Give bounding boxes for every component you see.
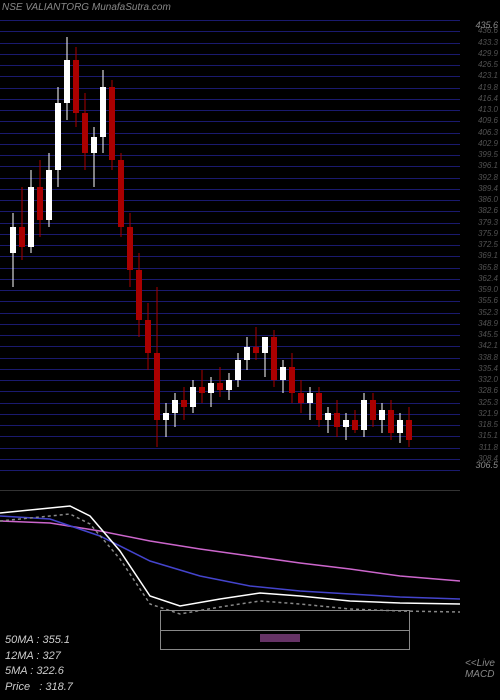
price-row: Price : 318.7: [5, 680, 73, 695]
price-label: 345.5: [478, 330, 498, 339]
price-label: 386.0: [478, 195, 498, 204]
ma12-row: 12MA : 327: [5, 649, 73, 664]
macd-line: [0, 516, 460, 599]
price-label: 396.1: [478, 161, 498, 170]
gridline: [0, 133, 460, 134]
price-label: 362.4: [478, 274, 498, 283]
price-label: 369.1: [478, 251, 498, 260]
price-label: 315.1: [478, 431, 498, 440]
gridline: [0, 43, 460, 44]
price-label: 359.0: [478, 285, 498, 294]
price-label: 419.8: [478, 83, 498, 92]
gridline: [0, 324, 460, 325]
gridline: [0, 234, 460, 235]
price-label: 423.1: [478, 71, 498, 80]
gridline: [0, 256, 460, 257]
price-label: 321.9: [478, 409, 498, 418]
ma5-label: 5MA: [5, 665, 27, 677]
gridline: [0, 155, 460, 156]
gridline: [0, 346, 460, 347]
ma50-label: 50MA: [5, 634, 33, 646]
price-label: 375.9: [478, 229, 498, 238]
ma12-label: 12MA: [5, 650, 33, 662]
price-label: 325.3: [478, 398, 498, 407]
price-value: 318.7: [45, 681, 73, 693]
price-label: 399.5: [478, 150, 498, 159]
ma50-row: 50MA : 355.1: [5, 633, 73, 648]
gridline: [0, 200, 460, 201]
price-axis-labels: 435.6436.6433.3429.9426.5423.1419.8416.4…: [460, 20, 500, 470]
gridline: [0, 290, 460, 291]
price-label: 355.6: [478, 296, 498, 305]
price-label: 306.5: [475, 460, 498, 470]
price-label: 328.6: [478, 386, 498, 395]
gridline: [0, 166, 460, 167]
price-label: 389.4: [478, 184, 498, 193]
gridline: [0, 391, 460, 392]
chart-header: NSE VALIANTORG MunafaSutra.com: [2, 2, 171, 13]
price-label: 342.1: [478, 341, 498, 350]
gridline: [0, 110, 460, 111]
live-macd-label: <<LiveMACD: [465, 658, 495, 680]
macd-line: [0, 521, 460, 581]
price-label: 348.9: [478, 319, 498, 328]
price-label: 392.8: [478, 173, 498, 182]
macd-inset-box: [160, 610, 410, 650]
ticker-label: NSE VALIANTORG: [2, 2, 89, 13]
macd-line: [0, 514, 460, 614]
price-label: 311.8: [479, 443, 498, 452]
price-label: 426.5: [478, 60, 498, 69]
gridline: [0, 358, 460, 359]
price-label: 365.8: [478, 263, 498, 272]
price-label: 335.4: [478, 364, 498, 373]
price-label: 402.9: [478, 139, 498, 148]
info-panel: 50MA : 355.1 12MA : 327 5MA : 322.6 Pric…: [5, 633, 73, 695]
gridline: [0, 245, 460, 246]
gridline: [0, 189, 460, 190]
gridline: [0, 144, 460, 145]
ma12-value: 327: [43, 650, 61, 662]
gridline: [0, 459, 460, 460]
ma50-value: 355.1: [43, 634, 71, 646]
gridline: [0, 279, 460, 280]
price-label: 318.5: [478, 420, 498, 429]
price-label: 352.3: [478, 308, 498, 317]
price-label: 406.3: [478, 128, 498, 137]
ma5-row: 5MA : 322.6: [5, 664, 73, 679]
price-label: 379.3: [478, 218, 498, 227]
macd-line: [0, 506, 460, 606]
ma5-value: 322.6: [36, 665, 64, 677]
price-label: Price: [5, 681, 30, 693]
price-label: 338.8: [478, 353, 498, 362]
inset-histogram: [260, 634, 300, 642]
price-label: 413.0: [478, 105, 498, 114]
price-label: 433.3: [478, 38, 498, 47]
gridline: [0, 178, 460, 179]
gridline: [0, 301, 460, 302]
candlestick-chart[interactable]: [0, 20, 460, 470]
price-label: 416.4: [478, 94, 498, 103]
gridline: [0, 31, 460, 32]
gridline: [0, 54, 460, 55]
gridline: [0, 448, 460, 449]
gridline: [0, 268, 460, 269]
gridline: [0, 223, 460, 224]
gridline: [0, 121, 460, 122]
source-label: MunafaSutra.com: [92, 2, 171, 13]
gridline: [0, 369, 460, 370]
gridline: [0, 335, 460, 336]
price-label: 409.6: [478, 116, 498, 125]
price-label: 429.9: [478, 49, 498, 58]
price-label: 332.0: [478, 375, 498, 384]
price-label: 436.6: [478, 26, 498, 35]
price-label: 382.6: [478, 206, 498, 215]
gridline: [0, 470, 460, 471]
gridline: [0, 313, 460, 314]
price-label: 372.5: [478, 240, 498, 249]
gridline: [0, 211, 460, 212]
gridline: [0, 20, 460, 21]
inset-zero-line: [161, 630, 409, 631]
